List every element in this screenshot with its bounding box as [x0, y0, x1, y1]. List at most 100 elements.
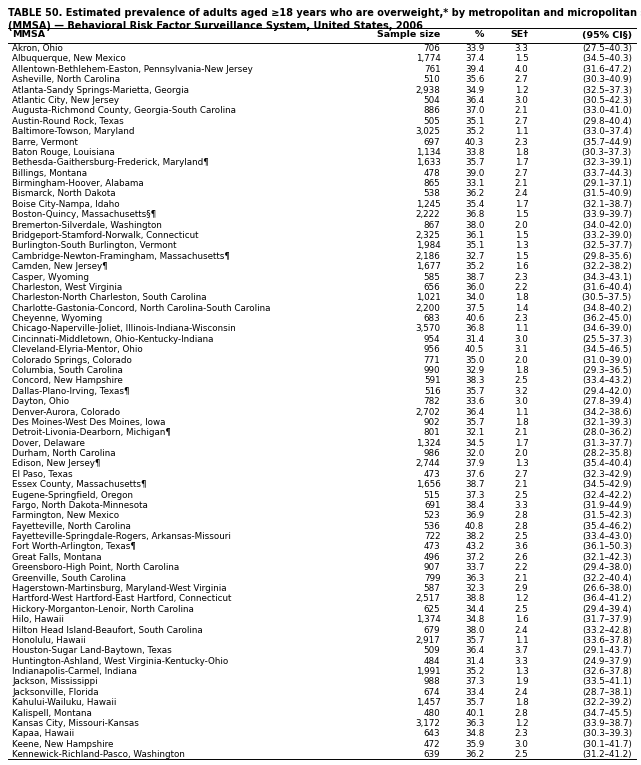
Text: Colorado Springs, Colorado: Colorado Springs, Colorado [12, 356, 132, 365]
Text: Boise City-Nampa, Idaho: Boise City-Nampa, Idaho [12, 200, 120, 209]
Text: Kalispell, Montana: Kalispell, Montana [12, 708, 92, 718]
Text: 32.3: 32.3 [465, 584, 485, 593]
Text: 38.0: 38.0 [465, 626, 485, 634]
Text: 32.0: 32.0 [465, 449, 485, 458]
Text: 2,917: 2,917 [416, 636, 440, 645]
Text: Detroit-Livonia-Dearborn, Michigan¶: Detroit-Livonia-Dearborn, Michigan¶ [12, 428, 171, 438]
Text: 2.5: 2.5 [515, 490, 528, 500]
Text: 1,134: 1,134 [416, 148, 440, 157]
Text: Hilton Head Island-Beaufort, South Carolina: Hilton Head Island-Beaufort, South Carol… [12, 626, 203, 634]
Text: (32.1–42.3): (32.1–42.3) [582, 553, 632, 562]
Text: 480: 480 [424, 708, 440, 718]
Text: 1,774: 1,774 [415, 54, 440, 63]
Text: (27.5–40.3): (27.5–40.3) [582, 44, 632, 53]
Text: 585: 585 [424, 272, 440, 282]
Text: 1.2: 1.2 [515, 86, 528, 95]
Text: 2,325: 2,325 [415, 231, 440, 240]
Text: 2.1: 2.1 [515, 179, 528, 188]
Text: (33.2–42.8): (33.2–42.8) [582, 626, 632, 634]
Text: 1.5: 1.5 [515, 210, 528, 220]
Text: Charlotte-Gastonia-Concord, North Carolina-South Carolina: Charlotte-Gastonia-Concord, North Caroli… [12, 304, 271, 313]
Text: Dover, Delaware: Dover, Delaware [12, 438, 85, 448]
Text: (33.7–44.3): (33.7–44.3) [582, 168, 632, 177]
Text: 1.7: 1.7 [515, 158, 528, 168]
Text: 35.1: 35.1 [465, 117, 485, 125]
Text: 3.1: 3.1 [515, 345, 528, 354]
Text: 40.6: 40.6 [465, 314, 485, 323]
Text: 2.0: 2.0 [515, 356, 528, 365]
Text: (31.7–37.9): (31.7–37.9) [582, 615, 632, 624]
Text: 2.3: 2.3 [515, 729, 528, 738]
Text: (30.3–37.3): (30.3–37.3) [582, 148, 632, 157]
Text: 2.7: 2.7 [515, 75, 528, 84]
Text: 2.2: 2.2 [515, 563, 528, 572]
Text: Casper, Wyoming: Casper, Wyoming [12, 272, 89, 282]
Text: Honolulu, Hawaii: Honolulu, Hawaii [12, 636, 86, 645]
Text: 3.3: 3.3 [515, 501, 528, 510]
Text: %: % [475, 31, 485, 40]
Text: 3.0: 3.0 [515, 397, 528, 406]
Text: Dallas-Plano-Irving, Texas¶: Dallas-Plano-Irving, Texas¶ [12, 387, 129, 396]
Text: 3.0: 3.0 [515, 740, 528, 749]
Text: 3.6: 3.6 [515, 542, 528, 552]
Text: Fargo, North Dakota-Minnesota: Fargo, North Dakota-Minnesota [12, 501, 148, 510]
Text: 39.4: 39.4 [465, 65, 485, 74]
Text: 36.8: 36.8 [465, 324, 485, 334]
Text: (33.9–39.7): (33.9–39.7) [582, 210, 632, 220]
Text: Denver-Aurora, Colorado: Denver-Aurora, Colorado [12, 408, 120, 416]
Text: 643: 643 [424, 729, 440, 738]
Text: 1.2: 1.2 [515, 594, 528, 604]
Text: 1.5: 1.5 [515, 231, 528, 240]
Text: (32.3–42.9): (32.3–42.9) [582, 470, 632, 479]
Text: 35.0: 35.0 [465, 356, 485, 365]
Text: 509: 509 [424, 646, 440, 656]
Text: 31.4: 31.4 [465, 656, 485, 666]
Text: (30.3–40.9): (30.3–40.9) [582, 75, 632, 84]
Text: 1,245: 1,245 [416, 200, 440, 209]
Text: 478: 478 [424, 168, 440, 177]
Text: (31.2–41.2): (31.2–41.2) [583, 750, 632, 759]
Text: (34.0–42.0): (34.0–42.0) [582, 220, 632, 230]
Text: 39.0: 39.0 [465, 168, 485, 177]
Text: Greenville, South Carolina: Greenville, South Carolina [12, 574, 126, 583]
Text: Greensboro-High Point, North Carolina: Greensboro-High Point, North Carolina [12, 563, 179, 572]
Text: Burlington-South Burlington, Vermont: Burlington-South Burlington, Vermont [12, 242, 176, 250]
Text: Barre, Vermont: Barre, Vermont [12, 138, 78, 147]
Text: 505: 505 [424, 117, 440, 125]
Text: 34.9: 34.9 [465, 86, 485, 95]
Text: 2,744: 2,744 [416, 460, 440, 468]
Text: Atlantic City, New Jersey: Atlantic City, New Jersey [12, 96, 119, 105]
Text: 40.8: 40.8 [465, 522, 485, 531]
Text: 31.4: 31.4 [465, 335, 485, 343]
Text: (34.8–40.2): (34.8–40.2) [582, 304, 632, 313]
Text: (30.3–39.3): (30.3–39.3) [582, 729, 632, 738]
Text: 34.5: 34.5 [465, 438, 485, 448]
Text: (31.6–40.4): (31.6–40.4) [582, 283, 632, 292]
Text: (31.5–42.3): (31.5–42.3) [582, 511, 632, 520]
Text: (34.7–45.5): (34.7–45.5) [582, 708, 632, 718]
Text: 2,186: 2,186 [416, 252, 440, 261]
Text: Farmington, New Mexico: Farmington, New Mexico [12, 511, 119, 520]
Text: 2.0: 2.0 [515, 220, 528, 230]
Text: (33.4–43.0): (33.4–43.0) [582, 532, 632, 541]
Text: Hagerstown-Martinsburg, Maryland-West Virginia: Hagerstown-Martinsburg, Maryland-West Vi… [12, 584, 227, 593]
Text: 3.2: 3.2 [515, 387, 528, 396]
Text: 36.2: 36.2 [465, 750, 485, 759]
Text: 2,517: 2,517 [415, 594, 440, 604]
Text: 40.1: 40.1 [465, 708, 485, 718]
Text: 587: 587 [424, 584, 440, 593]
Text: 515: 515 [424, 490, 440, 500]
Text: 40.5: 40.5 [465, 345, 485, 354]
Text: 771: 771 [424, 356, 440, 365]
Text: 591: 591 [424, 376, 440, 386]
Text: Kansas City, Missouri-Kansas: Kansas City, Missouri-Kansas [12, 719, 139, 728]
Text: 36.3: 36.3 [465, 574, 485, 583]
Text: (31.3–37.7): (31.3–37.7) [582, 438, 632, 448]
Text: 2.2: 2.2 [515, 283, 528, 292]
Text: 1,677: 1,677 [415, 262, 440, 271]
Text: 38.7: 38.7 [465, 480, 485, 489]
Text: 1.9: 1.9 [515, 678, 528, 686]
Text: 799: 799 [424, 574, 440, 583]
Text: Kapaa, Hawaii: Kapaa, Hawaii [12, 729, 74, 738]
Text: 36.4: 36.4 [465, 408, 485, 416]
